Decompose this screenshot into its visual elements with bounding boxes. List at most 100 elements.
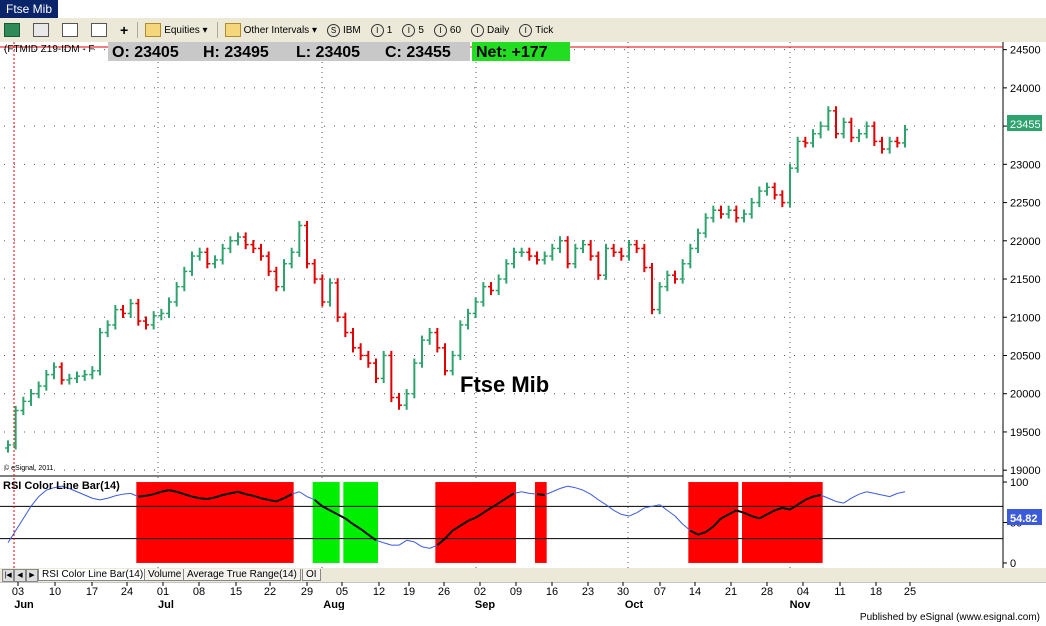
rsi-line-segment (467, 516, 477, 522)
rsi-line-segment (697, 531, 706, 536)
rsi-line-segment (414, 541, 423, 548)
symbol-button[interactable]: S IBM (323, 21, 365, 39)
rsi-line-segment (46, 487, 55, 491)
rsi-line-segment (820, 494, 829, 499)
time-tick-label: 25 (904, 586, 916, 598)
interval-daily-button[interactable]: I Daily (467, 21, 513, 39)
interval-icon: I (519, 23, 533, 37)
month-label: Sep (475, 599, 495, 610)
rsi-line-segment (613, 509, 622, 515)
copyright-note: © eSignal, 2011 (4, 464, 54, 472)
symbol-icon: S (326, 23, 340, 37)
rsi-line-segment (804, 495, 814, 501)
rsi-panel (0, 482, 1003, 563)
month-label: Aug (323, 599, 344, 610)
rsi-overbought-zone (535, 482, 547, 563)
rsi-line-segment (552, 488, 561, 493)
price-tick-label: 21000 (1010, 312, 1041, 324)
study-tabs: |◀ ◀ ▶ RSI Color Line Bar(14) Volume Ave… (0, 568, 1046, 582)
interval-icon: I (471, 23, 485, 37)
interval-tick-button[interactable]: I Tick (515, 21, 557, 39)
month-label: Jul (158, 599, 174, 610)
rsi-overbought-zone (136, 482, 294, 563)
rsi-line-segment (897, 491, 906, 494)
rsi-oversold-zone (312, 482, 340, 563)
interval-60-label: 60 (449, 24, 462, 36)
price-tick-label: 22000 (1010, 236, 1041, 248)
rsi-line-segment (115, 493, 124, 497)
rsi-line-segment (513, 491, 522, 494)
time-tick-label: 03 (12, 586, 24, 598)
time-tick-label: 10 (49, 586, 61, 598)
rsi-line-segment (628, 512, 637, 517)
rsi-line-segment (375, 539, 384, 544)
interval-icon: I (433, 23, 447, 37)
rsi-tag-box (1007, 509, 1042, 525)
rsi-line-segment (53, 485, 62, 489)
ohlc-box (108, 42, 470, 61)
time-tick-label: 04 (797, 586, 809, 598)
rsi-line-segment (828, 497, 837, 502)
rsi-line-segment (521, 491, 530, 494)
prev-tab-button[interactable]: ◀ (14, 569, 26, 582)
rsi-line-segment (260, 497, 269, 501)
rsi-line-segment (76, 491, 85, 496)
rsi-line-segment (199, 497, 208, 501)
window-title[interactable]: Ftse Mib (0, 0, 59, 18)
tab-oi[interactable]: OI (302, 569, 321, 581)
rsi-line-segment (99, 497, 108, 501)
rsi-line-segment (84, 494, 93, 499)
other-intervals-label: Other Intervals (243, 24, 310, 36)
time-tick-label: 02 (474, 586, 486, 598)
rsi-line-segment (789, 503, 799, 511)
rsi-line-segment (352, 523, 362, 530)
interval-60-button[interactable]: I 60 (430, 21, 465, 39)
chart-area[interactable]: 19000 19500 20000 20500 21000 21500 22000 22500… (0, 42, 1046, 568)
tab-atr[interactable]: Average True Range(14) (183, 569, 301, 581)
month-label: Oct (625, 599, 644, 610)
time-tick-label: 05 (336, 586, 348, 598)
price-tick-label: 24000 (1010, 83, 1041, 95)
rsi-line-segment (291, 491, 300, 495)
first-tab-button[interactable]: |◀ (2, 569, 14, 582)
rsi-line-segment (835, 500, 844, 504)
rsi-line-segment (498, 497, 507, 504)
month-label: Nov (790, 599, 812, 610)
rsi-line-segment (621, 513, 630, 517)
rsi-oversold-zone (343, 482, 378, 563)
grid-icon[interactable] (29, 21, 56, 39)
chart-icon[interactable] (0, 21, 27, 39)
price-bars (5, 106, 908, 453)
price-tick-label: 20500 (1010, 350, 1041, 362)
time-tick-label: 16 (546, 586, 558, 598)
rsi-line-segment (644, 505, 653, 509)
folder-icon (224, 23, 241, 37)
other-intervals-menu[interactable]: Other Intervals ▾ (221, 21, 321, 39)
equities-menu[interactable]: Equities ▾ (141, 21, 211, 39)
rsi-line-segment (766, 509, 776, 516)
page-icon[interactable] (58, 21, 85, 39)
tab-volume[interactable]: Volume (144, 569, 186, 581)
rsi-line-segment (889, 492, 898, 498)
rsi-line-segment (92, 497, 101, 501)
time-tick-label: 29 (301, 586, 313, 598)
interval-icon: I (402, 23, 416, 37)
tab-rsi[interactable]: RSI Color Line Bar(14) (38, 569, 148, 581)
rsi-line-segment (245, 493, 254, 497)
next-tab-button[interactable]: ▶ (26, 569, 38, 582)
rsi-line-segment (843, 497, 852, 504)
interval-daily-label: Daily (487, 24, 510, 36)
rsi-line-segment (107, 495, 116, 499)
rsi-line-segment (651, 504, 660, 507)
rsi-line-segment (145, 493, 154, 497)
price-tick-label: 23000 (1010, 159, 1041, 171)
rsi-line-segment (758, 513, 768, 520)
rsi-line-segment (429, 544, 438, 549)
add-icon[interactable]: + (120, 22, 129, 38)
copy-icon[interactable] (87, 21, 114, 39)
interval-5-label: 5 (418, 24, 424, 36)
time-tick-label: 26 (438, 586, 450, 598)
footer-text: Published by eSignal (www.esignal.com) (859, 612, 1040, 623)
